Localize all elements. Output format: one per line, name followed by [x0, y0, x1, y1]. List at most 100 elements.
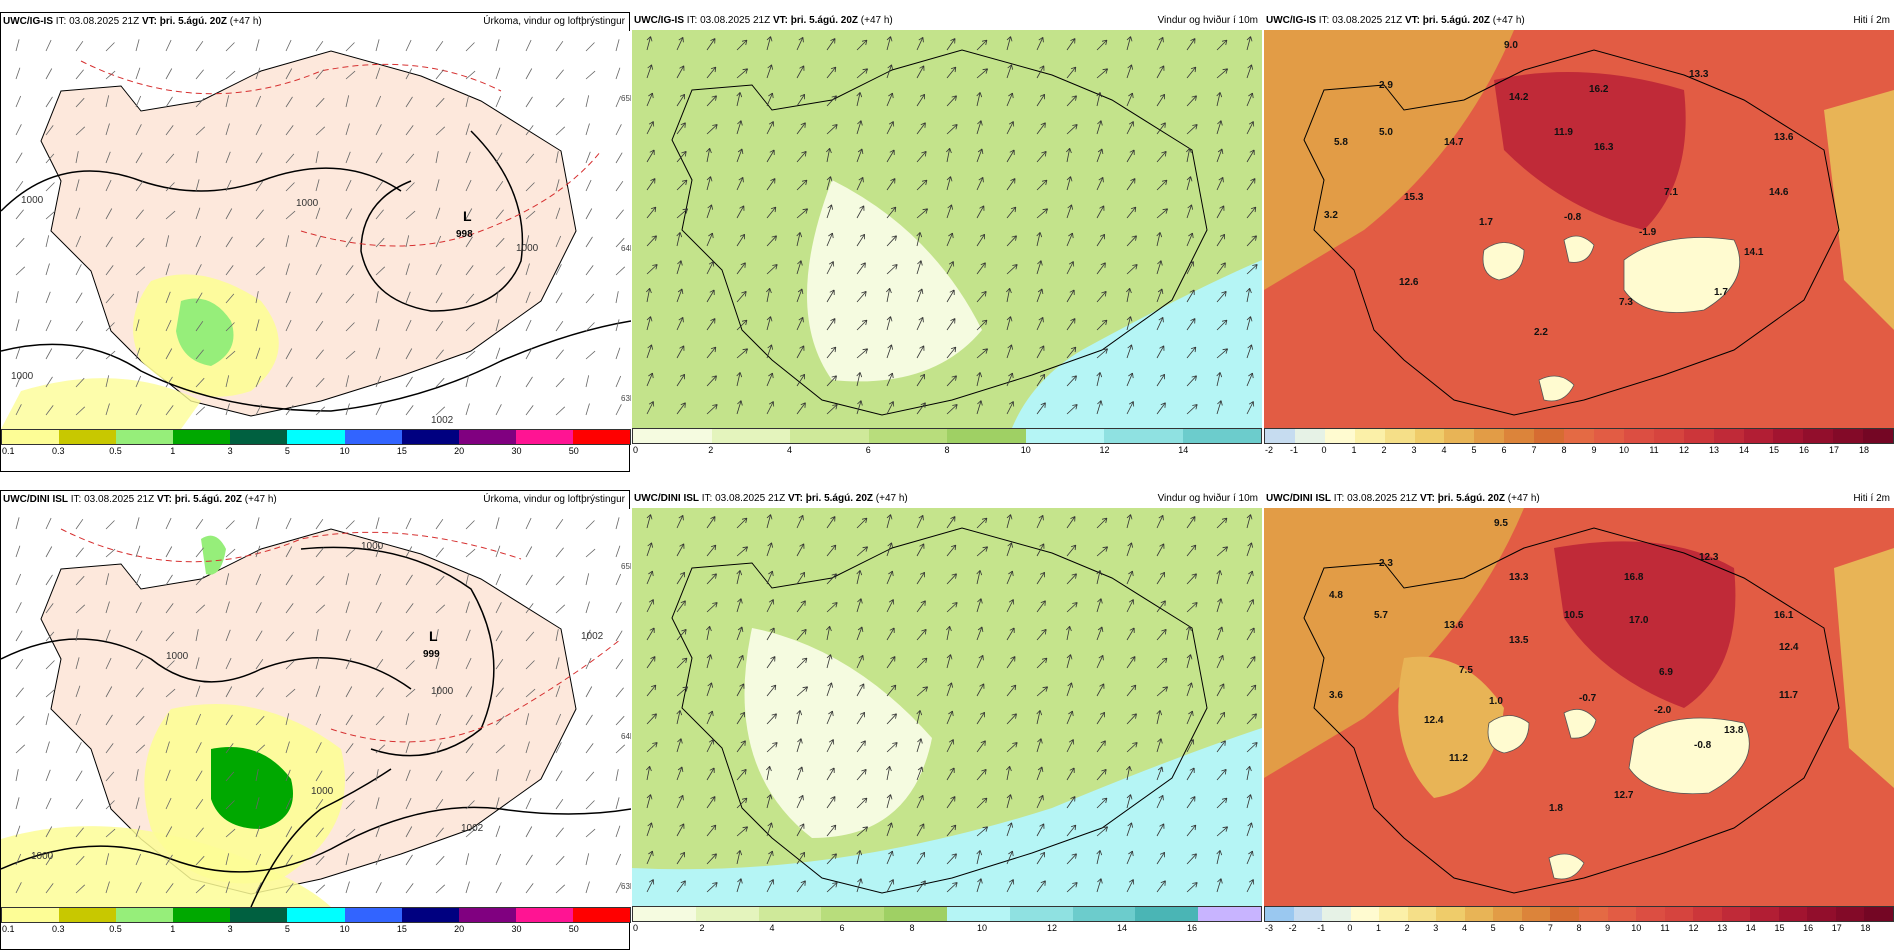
- wind-arrow: [946, 710, 953, 725]
- wind-arrow-head: [1190, 318, 1196, 321]
- wind-arrow: [676, 823, 685, 837]
- wind-arrow: [1036, 208, 1048, 219]
- colorbar-tick-label: 14: [1745, 923, 1756, 933]
- wind-barb: [375, 152, 383, 164]
- wind-arrow: [676, 151, 687, 163]
- wind-arrow-head: [1217, 148, 1223, 153]
- wind-arrow-head: [982, 348, 988, 351]
- wind-arrow-head: [1015, 742, 1018, 748]
- wind-barb: [105, 151, 111, 164]
- wind-arrow-head: [648, 599, 654, 603]
- wind-arrow-head: [1072, 404, 1078, 406]
- wind-arrow-head: [947, 204, 952, 209]
- wind-arrow: [946, 232, 953, 247]
- wind-barb: [165, 688, 176, 698]
- wind-arrow: [1156, 65, 1165, 79]
- wind-arrow-head: [1037, 288, 1043, 293]
- wind-arrow-head: [655, 235, 657, 241]
- wind-barb: [615, 347, 621, 360]
- wind-arrow-head: [766, 766, 770, 771]
- wind-arrow-head: [1218, 176, 1224, 181]
- wind-arrow-head: [1216, 570, 1221, 575]
- wind-arrow-head: [1190, 38, 1196, 41]
- wind-arrow-head: [1038, 794, 1044, 799]
- wind-barb: [105, 350, 116, 360]
- wind-arrow-head: [835, 853, 837, 859]
- wind-arrow: [706, 710, 713, 725]
- wind-arrow-head: [684, 402, 686, 408]
- wind-barb: [165, 125, 174, 136]
- wind-arrow-head: [1128, 401, 1134, 405]
- wind-barb: [75, 575, 85, 586]
- wind-barb: [525, 319, 532, 332]
- wind-arrow-head: [1038, 36, 1044, 41]
- wind-arrow: [856, 740, 866, 753]
- wind-arrow-head: [682, 208, 688, 211]
- wind-arrow: [1216, 797, 1228, 809]
- wind-arrow: [1216, 148, 1223, 163]
- wind-arrow-head: [1252, 93, 1254, 99]
- wind-barb: [315, 713, 322, 726]
- wind-barb: [495, 545, 501, 558]
- wind-barb: [285, 96, 293, 108]
- wind-barb: [75, 292, 83, 304]
- wind-arrow: [1096, 372, 1101, 387]
- wind-arrow-head: [1101, 517, 1107, 520]
- valid-label: VT:: [772, 15, 788, 26]
- wind-barb: [555, 884, 566, 894]
- wind-arrow: [826, 544, 837, 557]
- wind-arrow-head: [1251, 235, 1257, 238]
- temp-value-label: 3.2: [1324, 210, 1338, 221]
- wind-barb: [555, 798, 564, 810]
- wind-arrow: [1156, 543, 1165, 557]
- wind-arrow-head: [1130, 656, 1136, 659]
- wind-arrow-head: [800, 880, 806, 884]
- wind-arrow: [676, 515, 684, 529]
- wind-barb: [75, 547, 84, 558]
- wind-barb: [285, 39, 292, 52]
- wind-arrow: [646, 401, 654, 415]
- wind-arrow: [826, 38, 836, 51]
- wind-barb: [405, 688, 416, 698]
- wind-arrow-head: [1216, 92, 1221, 97]
- wind-arrow-head: [651, 822, 653, 828]
- wind-arrow-head: [830, 824, 836, 828]
- colorbar-tick-label: 15: [1768, 445, 1780, 455]
- precip-map-svg: 1000 1000 1000 1000 1002 L 998 65N 64N 6…: [1, 31, 631, 429]
- temp-panel-igis: UWC/IG-IS IT: 03.08.2025 21Z VT: þri. 5.…: [1264, 12, 1894, 472]
- wind-arrow-head: [1101, 39, 1107, 42]
- wind-arrow-head: [1071, 853, 1077, 856]
- wind-arrow-head: [922, 317, 924, 323]
- wind-arrow-head: [1074, 545, 1077, 551]
- wind-arrow: [976, 148, 983, 163]
- colorbar-swatch: [1534, 429, 1565, 443]
- wind-arrow-head: [925, 658, 928, 664]
- wind-arrow: [1006, 36, 1011, 51]
- wind-arrow-head: [1037, 738, 1042, 743]
- wind-barb: [285, 125, 294, 136]
- wind-arrow: [1156, 37, 1164, 51]
- lat-label: 63N: [621, 394, 631, 403]
- wind-arrow-head: [865, 40, 868, 46]
- wind-arrow-head: [711, 95, 717, 98]
- wind-barb: [405, 574, 413, 586]
- wind-arrow-head: [857, 148, 863, 153]
- wind-arrow: [916, 795, 924, 809]
- wind-arrow: [976, 769, 987, 781]
- wind-barb: [255, 347, 261, 360]
- wind-arrow-head: [1066, 148, 1070, 153]
- wind-barb: [525, 517, 532, 530]
- wind-barb: [345, 322, 355, 332]
- wind-arrow-head: [1102, 348, 1108, 351]
- wind-arrow-head: [856, 850, 861, 855]
- wind-arrow-head: [648, 92, 653, 97]
- wind-arrow-head: [918, 514, 924, 519]
- colorbar-swatch: [287, 908, 345, 922]
- wind-arrow: [886, 64, 892, 79]
- wind-arrow-head: [920, 738, 923, 744]
- wind-arrow-head: [648, 879, 654, 883]
- wind-arrow-head: [738, 176, 744, 181]
- valid-time: þri. 5.ágú. 20Z: [790, 15, 858, 26]
- wind-arrow: [1006, 599, 1014, 613]
- wind-arrow: [1186, 289, 1195, 303]
